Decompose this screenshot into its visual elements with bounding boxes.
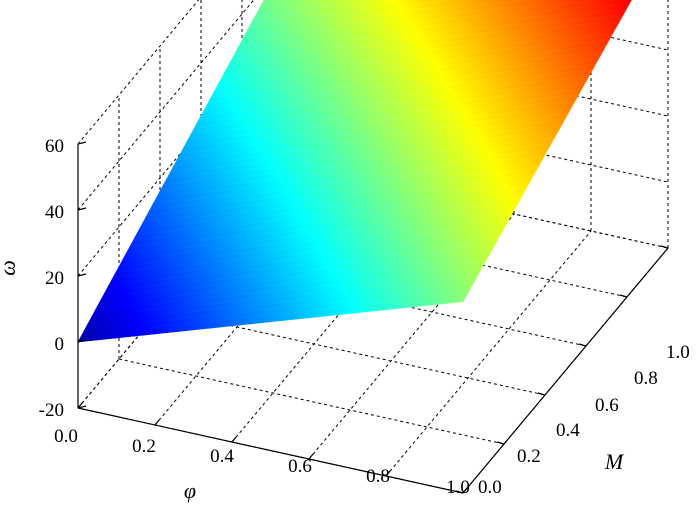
z-tick-label: 60 [45,136,64,157]
surface-patch [348,0,357,2]
surface-patch [476,0,485,4]
grid-line [385,230,592,477]
x-tick-mark [308,453,314,460]
z-tick-label: -20 [39,400,64,421]
surface-patch [261,0,271,4]
z-tick-mark [77,141,87,145]
surface-patch [489,0,498,3]
y-tick-label: 0.0 [478,477,502,498]
surface-patch [354,0,363,2]
z-tick-mark [77,339,87,343]
surface-patch [501,0,510,2]
z-tick-mark [77,273,87,277]
x-axis-ticks: 0.0 0.2 0.4 0.6 0.8 1.0 [54,426,470,498]
y-tick-label: 0.2 [517,446,541,467]
surface-patch [322,0,332,5]
surface-patch [584,0,596,6]
surface-patch [569,0,577,2]
surface-patch [437,0,449,7]
y-tick-label: 1.0 [666,342,690,363]
surface-patch [543,0,553,4]
surface-patch [578,0,589,7]
y-tick-mark [619,294,628,298]
surface-layer [77,0,632,343]
x-tick-mark [231,436,237,443]
z-tick-mark [77,207,87,211]
surface-patch [421,0,430,2]
z-axis-label: ω [0,260,20,276]
surface-patch [335,0,345,3]
surface-patch [463,0,473,5]
surface-patch [604,0,614,5]
surface-patch [297,0,308,7]
surface-patch [482,0,492,3]
surface-patch [610,0,620,4]
y-tick-label: 0.8 [634,368,658,389]
surface-patch [409,0,418,3]
y-tick-label: 0.6 [595,395,619,416]
surface-patch [549,0,559,3]
y-tick-mark [660,245,669,249]
y-tick-mark [496,441,505,445]
surface-patch [469,0,479,4]
surface-patch [617,0,626,4]
x-tick-label: 0.4 [210,446,234,467]
x-tick-mark [462,487,468,494]
surface-patch [537,0,547,5]
surface-patch [504,0,516,7]
surface-patch [268,0,277,3]
surface-patch [428,0,436,2]
y-axis-label: M [604,449,625,474]
surface-patch [575,0,583,1]
z-axis-ticks: -20 0 20 40 60 [39,136,64,421]
surface-patch [290,0,302,7]
y-tick-mark [578,343,587,347]
surface-patch [495,0,504,2]
surface-patch [364,0,375,7]
surface-patch [281,0,289,2]
z-tick-label: 40 [45,202,64,223]
axis-layer [77,141,669,494]
x-tick-mark [154,419,160,426]
surface-patch [431,0,443,7]
grid-line [77,0,255,211]
surface-patch [370,0,381,7]
surface-patch [556,0,565,3]
surface-patch [389,0,400,5]
x-tick-label: 1.0 [446,477,470,498]
surface-patch [329,0,338,4]
surface-patch [623,0,632,3]
surface-patch [415,0,424,3]
surface-patch [361,0,369,1]
x-tick-label: 0.0 [54,426,78,447]
surface-patch [402,0,412,4]
surface-patch [396,0,406,4]
z-tick-label: 20 [45,268,64,289]
x-tick-mark [77,402,83,409]
y-axis-ticks: 0.0 0.2 0.4 0.6 0.8 1.0 [478,342,690,498]
x-tick-label: 0.2 [132,436,156,457]
x-tick-label: 0.8 [366,466,390,487]
y-tick-mark [455,490,464,494]
y-tick-mark [537,392,546,396]
y-axis-line [462,247,669,494]
surface-patch [444,0,455,6]
grid-line [118,358,505,445]
surface-patch [572,0,583,7]
surface-patch [274,0,283,2]
surface-patch [341,0,351,3]
x-axis-label: φ [184,478,196,503]
x-tick-mark [385,470,391,477]
x-axis-line [77,407,464,494]
surface-patch [316,0,326,5]
surface-patch [530,0,540,5]
x-tick-label: 0.6 [288,456,312,477]
z-tick-label: 0 [55,334,65,355]
surface-patch [287,0,295,1]
surface-patch [562,0,571,2]
z-tick-mark [77,405,87,409]
surface-patch [511,0,522,7]
y-tick-label: 0.4 [556,420,580,441]
